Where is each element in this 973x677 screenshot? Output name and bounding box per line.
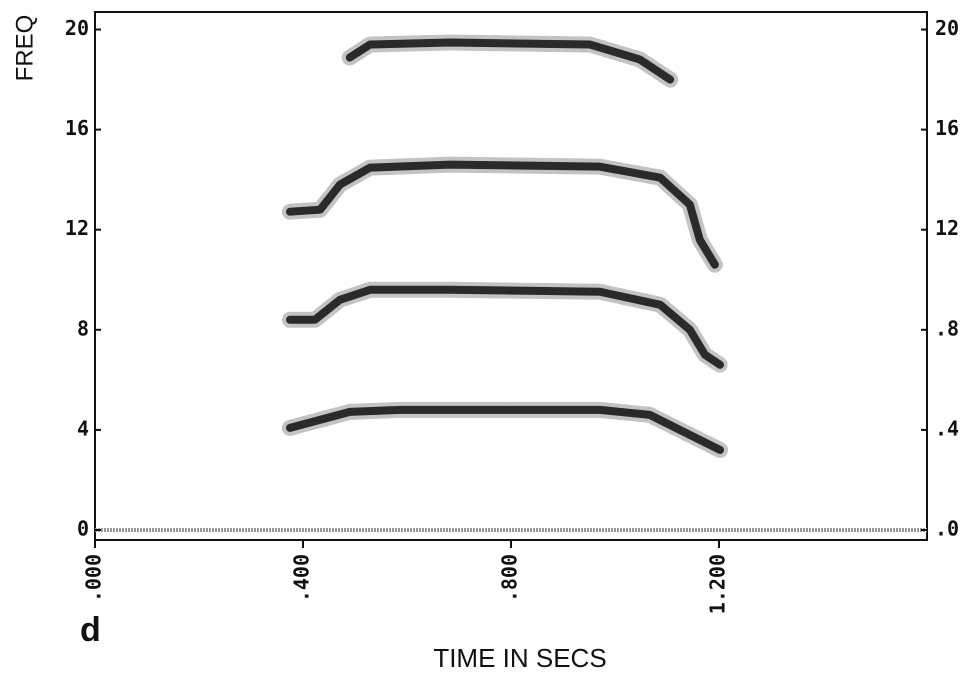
x-tick-label: .800 [498, 554, 522, 602]
harmonic-trace [345, 38, 675, 84]
y-axis-label: FREQ [11, 15, 38, 82]
harmonic-trace [286, 285, 725, 369]
harmonic-trace [286, 405, 725, 454]
y-tick-label: 8 [77, 316, 89, 340]
panel-label: d [80, 611, 101, 649]
harmonic-trace-halo [341, 34, 679, 88]
harmonic-trace [286, 160, 719, 269]
y2-tick-label: .8 [935, 316, 959, 340]
y2-tick-label: 12 [935, 216, 959, 240]
x-tick-label: .400 [290, 554, 314, 602]
y2-tick-label: .0 [935, 517, 959, 541]
x-axis-label: TIME IN SECS [433, 643, 606, 673]
y-tick-label: 0 [77, 517, 89, 541]
plot-frame [94, 11, 928, 541]
y-tick-label: 16 [65, 116, 89, 140]
y2-tick-label: 20 [935, 16, 959, 40]
y2-tick-label: 16 [935, 116, 959, 140]
y2-tick-label: .4 [935, 416, 959, 440]
y-tick-label: 4 [77, 416, 89, 440]
x-tick-label: .000 [82, 554, 106, 602]
x-tick-label: 1.200 [706, 554, 730, 614]
y-tick-label: 12 [65, 216, 89, 240]
y-tick-label: 20 [65, 16, 89, 40]
